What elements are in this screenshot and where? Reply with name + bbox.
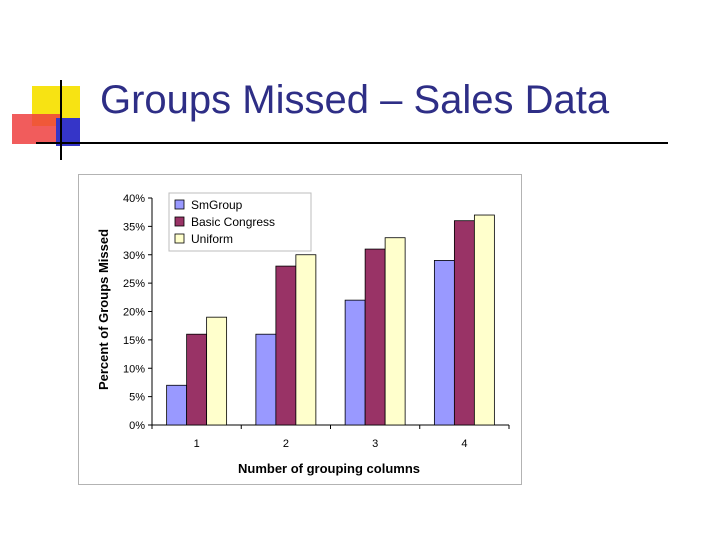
bar-uniform-2	[295, 254, 317, 426]
bar-uniform-3	[384, 237, 406, 426]
x-tick-label: 1	[194, 438, 200, 450]
slide-title: Groups Missed – Sales Data	[100, 78, 610, 122]
bar-smgroup-1	[166, 384, 188, 426]
y-tick-label: 40%	[123, 193, 145, 205]
y-tick-label: 5%	[129, 392, 145, 404]
legend-box	[168, 192, 312, 252]
bar-uniform-4	[473, 214, 495, 426]
legend-swatch	[174, 199, 185, 210]
y-tick-label: 0%	[129, 420, 145, 432]
y-tick-label: 30%	[123, 250, 145, 262]
bar-basic-congress-3	[364, 248, 386, 426]
bar-basic-congress-1	[186, 333, 208, 426]
bar-basic-congress-4	[453, 220, 475, 426]
legend-swatch	[174, 233, 185, 244]
legend-swatch	[174, 216, 185, 227]
legend-label: Uniform	[191, 232, 233, 246]
ornament-vertical-line	[60, 80, 62, 160]
ornament-red-bar	[12, 114, 62, 144]
legend-label: SmGroup	[191, 198, 243, 212]
y-tick-label: 10%	[123, 363, 145, 375]
x-tick-label: 3	[372, 438, 378, 450]
bar-smgroup-4	[433, 260, 455, 426]
x-tick-label: 4	[461, 438, 467, 450]
y-tick-label: 15%	[123, 335, 145, 347]
y-axis-title: Percent of Groups Missed	[96, 229, 111, 390]
title-underline	[36, 142, 668, 144]
legend-label: Basic Congress	[191, 215, 275, 229]
chart-frame: 0% 5% 10% 15% 20% 25% 30% 35% 40% 1 2 3 4 Number of g…	[78, 174, 522, 485]
bar-smgroup-2	[255, 333, 277, 426]
bar-chart: 0% 5% 10% 15% 20% 25% 30% 35% 40% 1 2 3 4 Number of g…	[96, 192, 510, 476]
bar-uniform-1	[206, 316, 228, 426]
y-tick-label: 35%	[123, 221, 145, 233]
bar-smgroup-3	[344, 299, 366, 426]
x-tick-label: 2	[283, 438, 289, 450]
x-axis-title: Number of grouping columns	[238, 461, 420, 476]
bar-basic-congress-2	[275, 265, 297, 426]
y-tick-label: 25%	[123, 278, 145, 290]
y-tick-label: 20%	[123, 307, 145, 319]
